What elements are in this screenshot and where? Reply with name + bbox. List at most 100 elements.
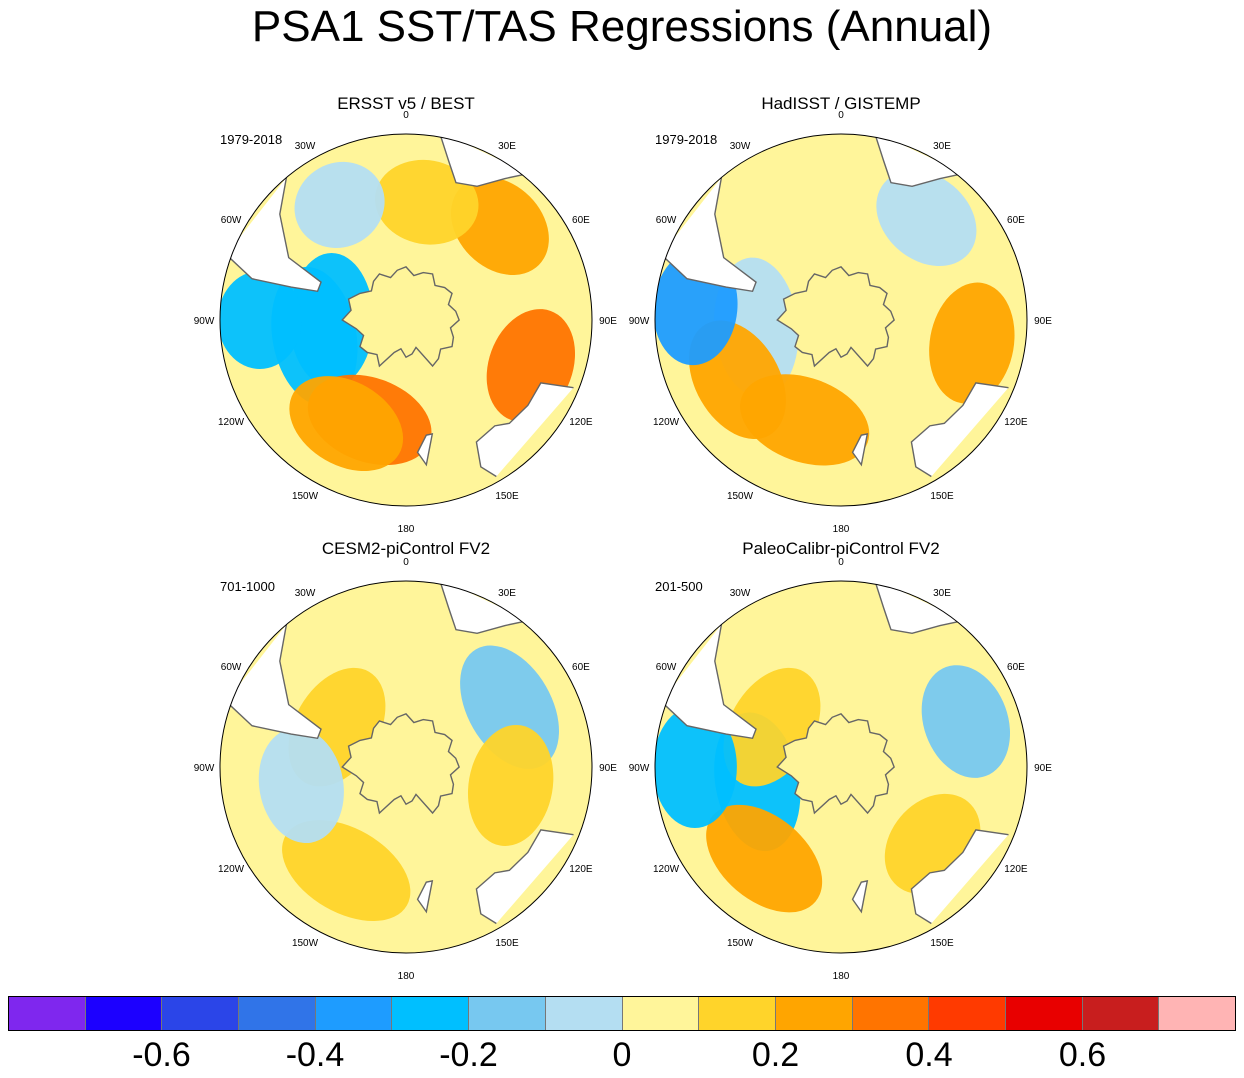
anomaly-region (921, 665, 1011, 778)
south-america (660, 624, 757, 740)
period-label-3: 701-1000 (220, 579, 275, 594)
panel-title-1: ERSST v5 / BEST (337, 94, 475, 113)
lon-label: 60W (221, 215, 242, 226)
map-border (654, 133, 1028, 507)
figure-title: PSA1 SST/TAS Regressions (Annual) (251, 2, 993, 51)
lon-label: 30W (730, 141, 751, 152)
lon-label: 30W (295, 141, 316, 152)
colorbar-swatch (239, 997, 316, 1030)
anomaly-region (289, 376, 404, 472)
anomaly-region (655, 706, 737, 828)
colorbar-tick-label: 0.6 (1058, 1036, 1107, 1074)
lon-label: 150W (727, 491, 754, 502)
colorbar-tick-label: -0.6 (132, 1036, 191, 1074)
lon-label: 150E (495, 938, 519, 949)
colorbar-swatch (852, 997, 930, 1030)
lon-label: 150E (930, 491, 954, 502)
lon-label: 60E (572, 215, 590, 226)
south-america (225, 624, 322, 740)
lon-label: 120E (569, 417, 593, 428)
lon-label: 90W (629, 763, 650, 774)
map-panel-4 (655, 581, 1027, 953)
lon-label: 120W (218, 864, 245, 875)
anomaly-region (467, 724, 554, 846)
lon-label: 120E (1004, 417, 1028, 428)
map-border (654, 580, 1028, 954)
lon-label: 120W (218, 417, 245, 428)
lon-label: 30E (933, 141, 951, 152)
colorbar-swatch (775, 997, 853, 1030)
lon-label: 150E (495, 491, 519, 502)
lon-label: 30E (933, 588, 951, 599)
lon-label: 30W (295, 588, 316, 599)
panel-title-3: CESM2-piControl FV2 (321, 539, 491, 558)
lon-label: 90W (194, 316, 215, 327)
australia (475, 829, 574, 925)
lon-label: 120E (1004, 864, 1028, 875)
colorbar-swatch (9, 997, 86, 1030)
lon-label: 0 (403, 557, 409, 568)
colorbar-tick-label: -0.4 (285, 1036, 345, 1074)
colorbar-swatch (469, 997, 546, 1030)
anomaly-region (706, 804, 823, 913)
lon-label: 150W (727, 938, 754, 949)
period-label-2: 1979-2018 (655, 132, 718, 147)
map-panel-1 (220, 134, 592, 506)
colorbar-swatch (1082, 997, 1160, 1030)
colorbar-swatch (929, 997, 1006, 1030)
colorbar-tick-label: 0.2 (751, 1036, 800, 1074)
anomaly-region (258, 727, 344, 844)
lon-label: 90W (194, 763, 215, 774)
antarctica-outline (341, 266, 460, 368)
colorbar-swatch (1005, 997, 1083, 1030)
colorbar-swatch (1159, 997, 1235, 1030)
colorbar-swatch (699, 997, 776, 1030)
lon-label: 60E (1007, 215, 1025, 226)
new-zealand (416, 433, 434, 467)
lon-label: 30E (498, 141, 516, 152)
south-america (225, 177, 322, 293)
lon-label: 60E (1007, 662, 1025, 673)
colorbar-tick-label: 0 (612, 1036, 632, 1074)
period-label-4: 201-500 (655, 579, 703, 594)
map-border (219, 133, 593, 507)
anomaly-region (876, 170, 977, 267)
colorbar-swatch (315, 997, 393, 1030)
new-zealand (416, 880, 434, 914)
lon-label: 90E (599, 763, 617, 774)
lon-label: 120E (569, 864, 593, 875)
lon-label: 60W (221, 662, 242, 673)
lon-label: 60W (656, 662, 677, 673)
antarctica-outline (776, 713, 895, 815)
lon-label: 0 (838, 557, 844, 568)
new-zealand (851, 433, 869, 467)
africa (873, 134, 965, 187)
lon-label: 150W (292, 491, 319, 502)
colorbar-swatch (85, 997, 163, 1030)
africa (438, 134, 530, 187)
lon-label: 180 (833, 524, 850, 535)
period-label-1: 1979-2018 (220, 132, 283, 147)
anomaly-region (929, 282, 1015, 404)
australia (910, 829, 1009, 925)
lon-label: 30E (498, 588, 516, 599)
australia (910, 382, 1009, 478)
lon-label: 90W (629, 316, 650, 327)
lon-label: 60W (656, 215, 677, 226)
map-border (219, 580, 593, 954)
lon-label: 180 (398, 524, 415, 535)
lon-label: 30W (730, 588, 751, 599)
lon-label: 0 (838, 110, 844, 121)
panel-title-4: PaleoCalibr-piControl FV2 (742, 539, 940, 558)
antarctica-outline (341, 713, 460, 815)
africa (438, 581, 530, 634)
colorbar-swatch (545, 997, 623, 1030)
lon-label: 0 (403, 110, 409, 121)
colorbar (8, 996, 1236, 1031)
polar-maps: 0 30E 60E 90E 120E 150E 180 150W 120W 90W 60W 30W 0 3… (194, 110, 1053, 982)
colorbar-tick-label: 0.4 (905, 1036, 953, 1074)
lon-label: 150E (930, 938, 954, 949)
lon-label: 120W (653, 417, 680, 428)
new-zealand (851, 880, 869, 914)
africa (873, 581, 965, 634)
